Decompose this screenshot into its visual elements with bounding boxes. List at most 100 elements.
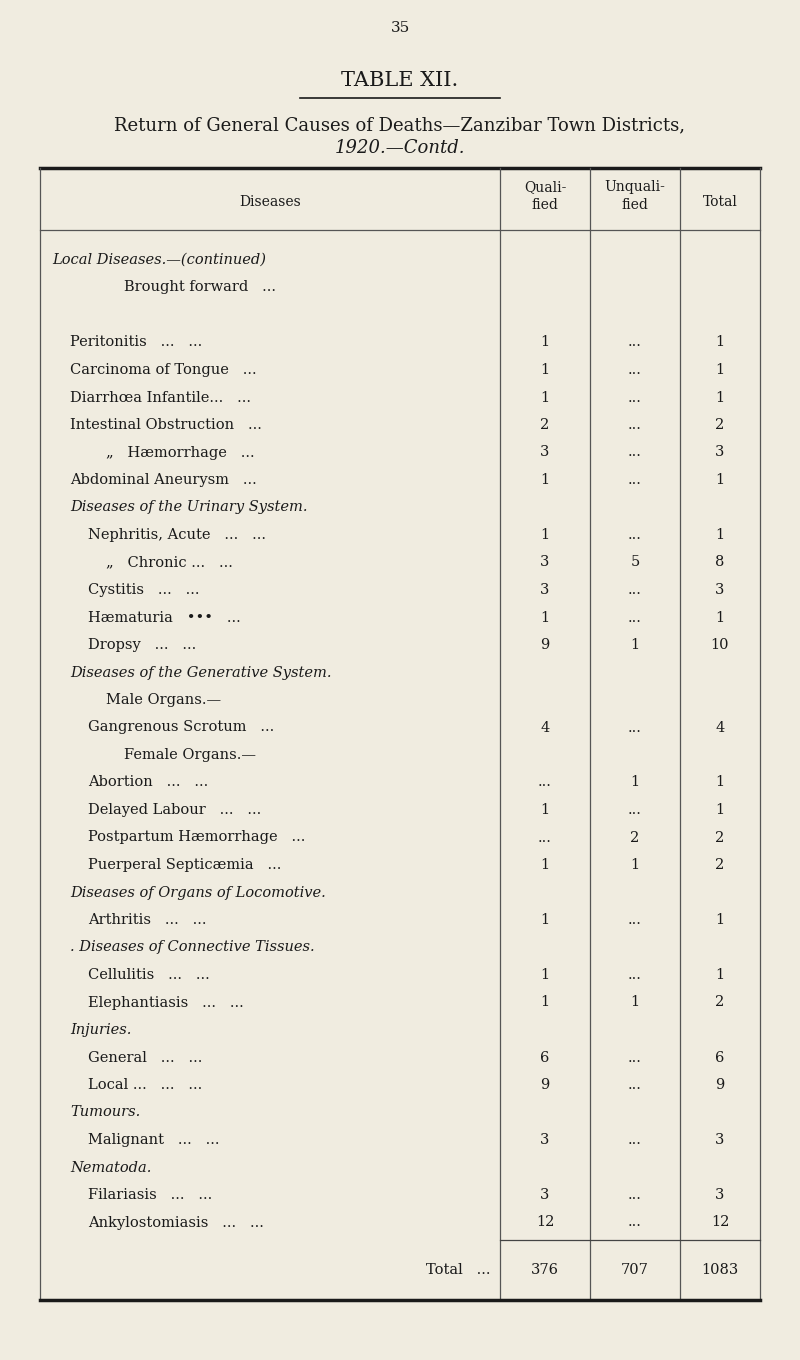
Text: ...: ...	[628, 1189, 642, 1202]
Text: Diarrhœa Infantile...   ...: Diarrhœa Infantile... ...	[70, 390, 251, 404]
Text: 1: 1	[541, 858, 550, 872]
Text: 1: 1	[715, 363, 725, 377]
Text: 1: 1	[715, 775, 725, 790]
Text: 1: 1	[715, 390, 725, 404]
Text: Arthritis   ...   ...: Arthritis ... ...	[88, 913, 206, 928]
Text: Diseases of the Urinary System.: Diseases of the Urinary System.	[70, 500, 307, 514]
Text: 12: 12	[711, 1216, 729, 1229]
Text: 2: 2	[715, 831, 725, 845]
Text: Injuries.: Injuries.	[70, 1023, 131, 1036]
Text: 1: 1	[715, 473, 725, 487]
Text: Diseases of the Generative System.: Diseases of the Generative System.	[70, 665, 331, 680]
Text: Dropsy   ...   ...: Dropsy ... ...	[88, 638, 196, 651]
Text: ...: ...	[628, 721, 642, 734]
Text: „   Hæmorrhage   ...: „ Hæmorrhage ...	[106, 446, 254, 460]
Text: 1: 1	[541, 913, 550, 928]
Text: Local ...   ...   ...: Local ... ... ...	[88, 1078, 202, 1092]
Text: TABLE XII.: TABLE XII.	[342, 71, 458, 90]
Text: 1: 1	[630, 775, 639, 790]
Text: ...: ...	[628, 583, 642, 597]
Text: ...: ...	[538, 831, 552, 845]
Text: Nephritis, Acute   ...   ...: Nephritis, Acute ... ...	[88, 528, 266, 543]
Text: Elephantiasis   ...   ...: Elephantiasis ... ...	[88, 996, 244, 1009]
Text: Total: Total	[702, 194, 738, 209]
Text: ...: ...	[538, 775, 552, 790]
Text: 2: 2	[540, 418, 550, 432]
Text: Filariasis   ...   ...: Filariasis ... ...	[88, 1189, 212, 1202]
Text: Gangrenous Scrotum   ...: Gangrenous Scrotum ...	[88, 721, 274, 734]
Text: Diseases: Diseases	[239, 194, 301, 209]
Text: Local Diseases.—(continued): Local Diseases.—(continued)	[52, 253, 266, 267]
Text: 3: 3	[715, 446, 725, 460]
Text: 376: 376	[531, 1263, 559, 1277]
Text: 1: 1	[715, 968, 725, 982]
Text: ...: ...	[628, 473, 642, 487]
Text: 1: 1	[715, 802, 725, 817]
Text: 3: 3	[540, 1133, 550, 1146]
Text: Puerperal Septicæmia   ...: Puerperal Septicæmia ...	[88, 858, 282, 872]
Text: 6: 6	[540, 1050, 550, 1065]
Text: 2: 2	[630, 831, 640, 845]
Text: 1: 1	[630, 638, 639, 651]
Text: 5: 5	[630, 555, 640, 570]
Text: 1: 1	[541, 802, 550, 817]
Text: 4: 4	[715, 721, 725, 734]
Text: Nematoda.: Nematoda.	[70, 1160, 151, 1175]
Text: 35: 35	[390, 20, 410, 35]
Text: ...: ...	[628, 446, 642, 460]
Text: 1: 1	[541, 390, 550, 404]
Text: Quali-
fied: Quali- fied	[524, 180, 566, 212]
Text: 1: 1	[541, 996, 550, 1009]
Text: 3: 3	[540, 446, 550, 460]
Text: ...: ...	[628, 1133, 642, 1146]
Text: Cellulitis   ...   ...: Cellulitis ... ...	[88, 968, 210, 982]
Text: 12: 12	[536, 1216, 554, 1229]
Text: 3: 3	[715, 583, 725, 597]
Text: 3: 3	[540, 583, 550, 597]
Text: Female Organs.—: Female Organs.—	[124, 748, 256, 762]
Text: 1: 1	[541, 336, 550, 350]
Text: Postpartum Hæmorrhage   ...: Postpartum Hæmorrhage ...	[88, 831, 306, 845]
Text: Ankylostomiasis   ...   ...: Ankylostomiasis ... ...	[88, 1216, 264, 1229]
Text: 2: 2	[715, 996, 725, 1009]
Text: ...: ...	[628, 1050, 642, 1065]
Text: ...: ...	[628, 1216, 642, 1229]
Text: 2: 2	[715, 858, 725, 872]
Text: Abortion   ...   ...: Abortion ... ...	[88, 775, 208, 790]
Text: Cystitis   ...   ...: Cystitis ... ...	[88, 583, 199, 597]
Text: 1: 1	[541, 968, 550, 982]
Text: 2: 2	[715, 418, 725, 432]
Text: 1: 1	[541, 363, 550, 377]
Text: . Diseases of Connective Tissues.: . Diseases of Connective Tissues.	[70, 941, 314, 955]
Text: Return of General Causes of Deaths—Zanzibar Town Districts,: Return of General Causes of Deaths—Zanzi…	[114, 116, 686, 135]
Text: 9: 9	[715, 1078, 725, 1092]
Text: 1: 1	[541, 528, 550, 543]
Text: 4: 4	[540, 721, 550, 734]
Text: 1920.—Contd.: 1920.—Contd.	[334, 139, 466, 156]
Text: ...: ...	[628, 611, 642, 624]
Text: Hæmaturia   •••   ...: Hæmaturia ••• ...	[88, 611, 241, 624]
Text: ...: ...	[628, 1078, 642, 1092]
Text: 707: 707	[621, 1263, 649, 1277]
Text: ...: ...	[628, 390, 642, 404]
Text: 1083: 1083	[702, 1263, 738, 1277]
Text: 3: 3	[540, 1189, 550, 1202]
Text: 3: 3	[715, 1189, 725, 1202]
Text: ...: ...	[628, 336, 642, 350]
Text: ...: ...	[628, 363, 642, 377]
Text: 1: 1	[541, 473, 550, 487]
Text: 1: 1	[541, 611, 550, 624]
Text: ...: ...	[628, 802, 642, 817]
Text: 8: 8	[715, 555, 725, 570]
Text: ...: ...	[628, 418, 642, 432]
Text: 1: 1	[715, 913, 725, 928]
Text: Total   ...: Total ...	[426, 1263, 490, 1277]
Text: General   ...   ...: General ... ...	[88, 1050, 202, 1065]
Text: 9: 9	[540, 1078, 550, 1092]
Text: 1: 1	[630, 996, 639, 1009]
Text: 1: 1	[630, 858, 639, 872]
Text: 1: 1	[715, 611, 725, 624]
Text: Peritonitis   ...   ...: Peritonitis ... ...	[70, 336, 202, 350]
Text: 10: 10	[710, 638, 730, 651]
Text: Diseases of Organs of Locomotive.: Diseases of Organs of Locomotive.	[70, 885, 326, 899]
